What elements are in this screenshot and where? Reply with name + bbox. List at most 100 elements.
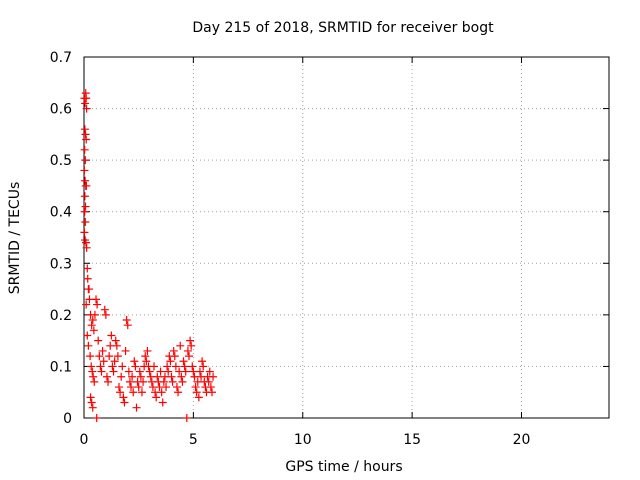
data-point (181, 367, 190, 376)
y-tick-label: 0.7 (50, 50, 72, 66)
data-point (97, 367, 106, 376)
data-point (80, 145, 89, 154)
data-point (96, 362, 105, 371)
data-point (145, 367, 154, 376)
data-point (132, 403, 141, 412)
data-point (88, 367, 97, 376)
data-point (86, 393, 95, 402)
data-point (84, 341, 93, 350)
data-point (117, 372, 126, 381)
x-tick-label: 15 (403, 432, 421, 448)
data-point (171, 362, 180, 371)
y-tick-label: 0.4 (50, 205, 72, 221)
data-point (86, 352, 95, 361)
data-point (198, 357, 207, 366)
data-point (195, 367, 204, 376)
data-point (182, 414, 191, 422)
data-point (205, 367, 214, 376)
x-tick-labels: 0 5 10 15 20 (80, 432, 531, 448)
data-point (109, 367, 118, 376)
data-point (119, 393, 128, 402)
data-point (107, 331, 116, 340)
data-point (88, 403, 97, 412)
data-point (194, 393, 203, 402)
x-tick-label: 20 (513, 432, 531, 448)
data-point (135, 367, 144, 376)
data-point (80, 125, 89, 134)
data-point (104, 377, 113, 386)
data-point (81, 218, 90, 227)
data-point (209, 372, 218, 381)
data-point (127, 383, 136, 392)
data-point (134, 383, 143, 392)
data-point (80, 207, 89, 216)
data-point (94, 336, 103, 345)
data-point (87, 321, 96, 330)
y-tick-label: 0.3 (50, 256, 72, 272)
data-point (83, 264, 92, 273)
data-point (102, 372, 111, 381)
data-point (163, 362, 172, 371)
data-point (81, 238, 90, 247)
data-point (178, 377, 187, 386)
data-point (80, 228, 89, 237)
data-point (176, 341, 185, 350)
data-point (157, 388, 166, 397)
data-point (82, 243, 91, 252)
data-point (105, 352, 114, 361)
data-point (159, 377, 168, 386)
chart-title: Day 215 of 2018, SRMTID for receiver bog… (192, 20, 494, 36)
data-point (120, 398, 129, 407)
data-point (121, 346, 130, 355)
data-point (170, 352, 179, 361)
y-tick-label: 0 (63, 411, 72, 427)
data-point (112, 341, 121, 350)
data-point (150, 362, 158, 371)
data-point (81, 202, 90, 211)
data-point (168, 377, 177, 386)
data-point (89, 372, 98, 381)
data-point (122, 316, 131, 325)
data-point (93, 300, 102, 309)
data-point (143, 346, 152, 355)
x-axis-label: GPS time / hours (285, 459, 402, 475)
data-point (177, 372, 186, 381)
y-tick-label: 0.2 (50, 308, 72, 324)
data-point (142, 357, 151, 366)
data-point (128, 372, 137, 381)
x-tick-label: 10 (294, 432, 312, 448)
data-point (191, 383, 200, 392)
data-point (82, 94, 91, 103)
data-point (186, 336, 195, 345)
data-point (89, 326, 98, 335)
data-point (169, 346, 178, 355)
data-point (99, 357, 108, 366)
data-point (115, 383, 123, 392)
data-point (136, 372, 145, 381)
data-point (108, 362, 117, 371)
y-axis-label: SRMTID / TECUs (7, 182, 23, 295)
data-point (90, 310, 99, 319)
data-point (81, 156, 90, 165)
plot-frame (83, 56, 610, 419)
data-point (85, 285, 94, 294)
data-point (90, 377, 99, 386)
y-tick-label: 0.5 (50, 153, 72, 169)
data-point (83, 274, 92, 283)
data-points (80, 89, 218, 422)
data-point (141, 352, 150, 361)
data-point (82, 181, 91, 190)
x-tick-label: 5 (189, 432, 198, 448)
data-point (129, 388, 138, 397)
data-point (125, 377, 134, 386)
data-point (174, 388, 183, 397)
data-point (156, 367, 165, 376)
grid-layer (84, 57, 609, 418)
data-point (82, 104, 91, 113)
data-point (81, 99, 90, 108)
data-point (100, 305, 109, 314)
data-point (124, 367, 133, 376)
tick-layer (83, 56, 609, 419)
data-point (179, 357, 188, 366)
data-point (153, 372, 162, 381)
